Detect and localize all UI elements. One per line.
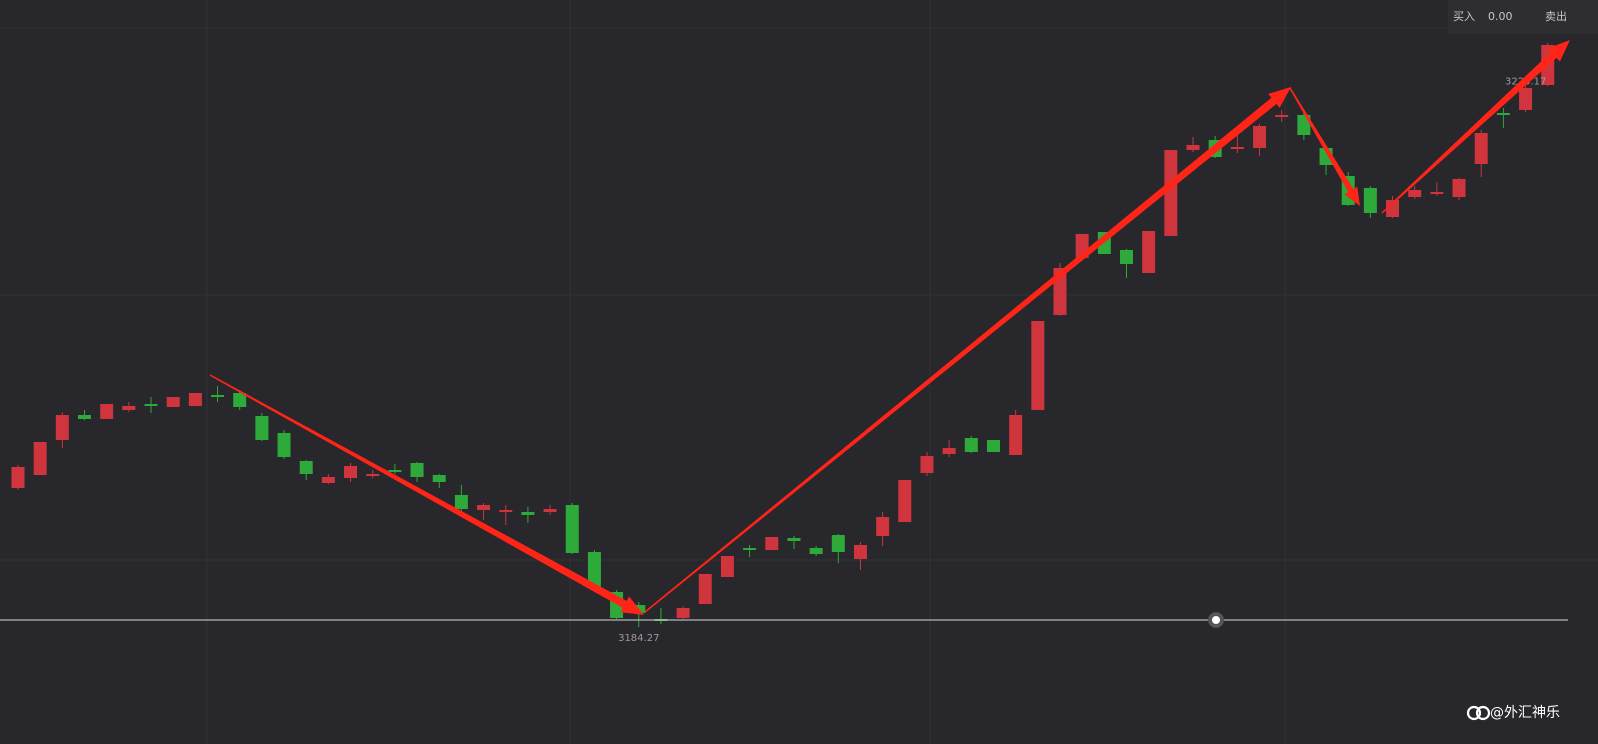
candle-body: [1031, 321, 1045, 410]
candle-body: [920, 456, 934, 473]
candle-body: [743, 548, 757, 550]
candle-body: [853, 545, 867, 559]
candle-body: [1253, 126, 1267, 148]
candle-body: [55, 415, 69, 440]
candle-body: [122, 406, 136, 410]
candle-body: [1142, 231, 1156, 273]
candle-body: [477, 505, 491, 510]
candle-body: [698, 574, 712, 604]
buy-value: 0.00: [1488, 10, 1513, 23]
annotation-arrow: [644, 87, 1291, 613]
candle-body: [33, 442, 47, 475]
candle-body: [321, 477, 335, 483]
candle-body: [831, 535, 845, 552]
candle-body: [100, 404, 114, 419]
candle-body: [1009, 415, 1023, 455]
candle-body: [1120, 250, 1133, 264]
candle-body: [720, 556, 734, 577]
candle-body: [1164, 150, 1178, 236]
arrows: [209, 40, 1570, 615]
candle-body: [543, 509, 557, 512]
candle-body: [499, 510, 513, 512]
candle-body: [299, 461, 313, 474]
candle-body: [166, 397, 180, 407]
candle-body: [188, 393, 202, 406]
watermark-icon: [1466, 705, 1482, 721]
candle-body: [1186, 145, 1200, 150]
candle-body: [1430, 192, 1444, 194]
candle-body: [898, 480, 912, 522]
candle-body: [964, 438, 978, 452]
candle-body: [565, 505, 579, 553]
candle-body: [876, 517, 890, 536]
candle-body: [765, 537, 779, 550]
candle-body: [942, 448, 956, 454]
candle-body: [1519, 88, 1533, 110]
crosshair-dot: [1212, 616, 1220, 624]
candle-body: [986, 440, 1000, 452]
watermark-text: @外汇神乐: [1490, 705, 1560, 721]
candle-body: [432, 475, 446, 482]
candle-body: [1452, 179, 1466, 197]
candle-body: [1496, 113, 1510, 115]
annotation-arrow: [209, 374, 644, 615]
low-label: 3184.27: [618, 633, 659, 644]
buy-label: 买入: [1453, 10, 1475, 23]
candle-body: [1474, 133, 1488, 164]
candle-body: [366, 474, 380, 476]
candle-body: [277, 433, 291, 457]
candle-body: [144, 404, 158, 406]
candle-body: [521, 512, 535, 515]
info-panel: 买入 0.00 卖出: [1448, 0, 1598, 34]
candle-body: [1386, 200, 1400, 217]
candle-body: [211, 395, 225, 397]
candle-body: [11, 467, 25, 488]
candle-body: [410, 463, 424, 477]
annotation-arrow: [1381, 40, 1570, 214]
candle-body: [1275, 115, 1289, 117]
candle-body: [809, 548, 823, 554]
watermark: @外汇神乐: [1466, 705, 1560, 721]
candle-body: [1363, 188, 1377, 213]
candle-body: [388, 470, 402, 472]
candle-body: [587, 552, 601, 588]
sell-label: 卖出: [1545, 9, 1567, 23]
info-panel-bg: [1448, 0, 1598, 34]
annotation-arrow: [1289, 87, 1360, 206]
candle-body: [676, 608, 690, 618]
candle-body: [78, 415, 92, 419]
candle-body: [255, 416, 269, 440]
candle-body: [344, 466, 358, 478]
candle-body: [1297, 115, 1311, 135]
candle-body: [787, 538, 801, 541]
candle-body: [233, 393, 247, 407]
watermark-icon: [1475, 705, 1491, 721]
candle-body: [454, 495, 468, 509]
candle-body: [1230, 147, 1244, 149]
candle-body: [1408, 190, 1422, 197]
